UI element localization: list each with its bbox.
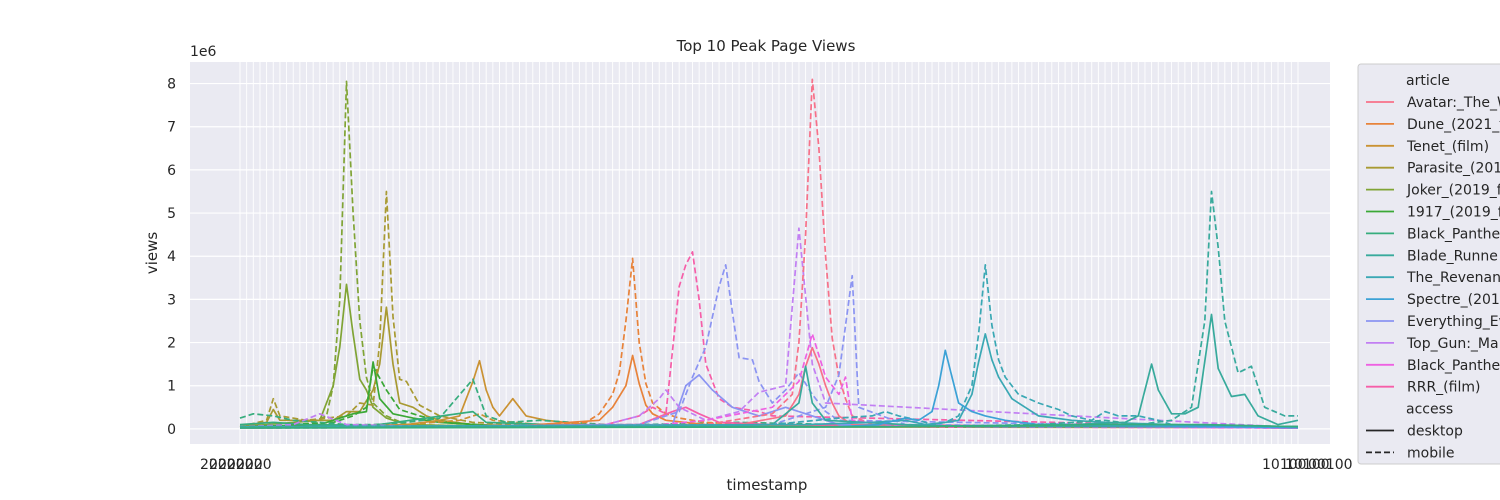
x-tick-label: 00100: [1308, 457, 1353, 473]
legend-style-label: mobile: [1407, 445, 1454, 461]
series-line-tenet-film--desktop: [239, 359, 1299, 429]
grid: [190, 62, 1330, 444]
legend-item-label: Tenet_(film): [1406, 139, 1489, 155]
series-line-black-panthe-mobile: [239, 378, 1298, 428]
series-line-1917-2019-f-mobile: [239, 365, 1298, 428]
legend-item-label: Black_Panthe: [1407, 358, 1500, 374]
legend-item-label: RRR_(film): [1407, 380, 1480, 396]
series-line-dune-2021-f-mobile: [239, 257, 1299, 429]
y-tick-label: 0: [167, 422, 176, 438]
y-tick-label: 1: [167, 379, 176, 395]
legend-item-label: Dune_(2021_f: [1407, 117, 1500, 133]
x-tick-label: 2020: [236, 457, 272, 473]
series-line-1917-2019-f-desktop: [239, 361, 1298, 428]
legend: article Avatar:_The_W Dune_(2021_f Tenet_(f…: [1357, 63, 1500, 465]
series-line-spectre-2015-desktop: [239, 349, 1299, 429]
y-tick-label: 5: [167, 206, 176, 222]
y-axis-label: views: [143, 232, 161, 275]
x-tick-label: 2020: [227, 457, 263, 473]
y-tick-label: 8: [167, 77, 176, 93]
legend-item-label: Spectre_(2015: [1407, 292, 1500, 308]
series-line-parasite-201-desktop: [239, 306, 1298, 428]
y-tick-label: 7: [167, 120, 176, 136]
legend-item-label: Avatar:_The_W: [1407, 95, 1500, 111]
x-tick-label: 10100: [1285, 457, 1330, 473]
legend-item-label: Joker_(2019_f: [1406, 183, 1500, 199]
x-tick-label: 2020: [209, 457, 245, 473]
legend-item-label: Top_Gun:_Ma: [1406, 336, 1499, 352]
series-layer: [239, 78, 1299, 429]
x-tick-label: 2020: [200, 457, 236, 473]
series-line-top-gun-ma-mobile: [239, 227, 1299, 429]
series-line-avatar-the-w-desktop: [239, 346, 1299, 429]
x-tick-label: 2020: [218, 457, 254, 473]
y-tick-label: 2: [167, 336, 176, 352]
series-line-everything-ev-desktop: [239, 374, 1299, 429]
y-axis: 0 1 2 3 4 5 6 7 8: [167, 77, 176, 438]
chart-title: Top 10 Peak Page Views: [676, 37, 856, 55]
series-line-blade-runne-mobile: [240, 190, 1298, 428]
legend-title-access: access: [1406, 402, 1453, 418]
legend-title-article: article: [1406, 73, 1450, 89]
x-axis-label: timestamp: [727, 476, 808, 494]
series-line-black-panthe-desktop: [239, 423, 1299, 429]
series-line-parasite-201-mobile: [239, 190, 1298, 428]
y-tick-label: 3: [167, 292, 176, 308]
legend-style-label: desktop: [1407, 424, 1463, 440]
series-line-dune-2021-f-desktop: [239, 354, 1299, 429]
plot-background: [190, 62, 1330, 444]
series-line-the-revenan-desktop: [239, 333, 1299, 428]
legend-item-label: The_Revenan: [1406, 270, 1500, 286]
y-tick-label: 6: [167, 163, 176, 179]
legend-item-label: Everything_Ev: [1407, 314, 1500, 330]
y-offset-label: 1e6: [190, 44, 217, 60]
y-tick-label: 4: [167, 249, 176, 265]
legend-item-label: 1917_(2019_f: [1407, 205, 1500, 221]
series-line-the-revenan-mobile: [239, 264, 1298, 428]
legend-item-label: Parasite_(201: [1407, 161, 1500, 177]
series-line-blade-runne-desktop: [239, 313, 1299, 429]
legend-item-label: Blade_Runne: [1407, 248, 1498, 264]
x-tick-label: 10100: [1262, 457, 1307, 473]
legend-item-label: Black_Panthe: [1407, 226, 1500, 242]
